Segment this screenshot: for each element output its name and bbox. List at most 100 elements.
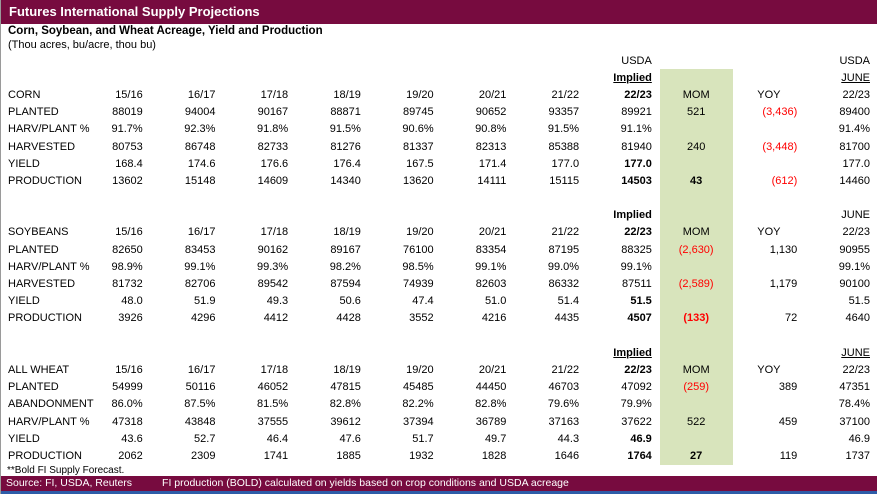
cell: 4216: [481, 312, 507, 325]
mom-cell: [659, 258, 733, 276]
year-header: 15/16: [115, 363, 143, 376]
row-label: ABANDONMENT: [8, 398, 94, 411]
table-row: ABANDONMENT 86.0% 87.5% 81.5% 82.8% 82.2…: [1, 395, 877, 413]
cell: 50.6: [339, 295, 361, 308]
cell: 83354: [475, 243, 507, 256]
section-name: ALL WHEAT: [8, 363, 70, 376]
cell: 86332: [548, 278, 580, 291]
implied-cell: 14503: [621, 174, 652, 187]
mom-cell: 27: [659, 447, 733, 465]
cell: 91.7%: [111, 123, 143, 136]
implied-label: Implied: [613, 209, 652, 222]
mom-cell: 43: [659, 172, 733, 190]
cell: 51.7: [412, 432, 434, 445]
year-header: 21/22: [551, 88, 580, 101]
yoy-header: YOY: [757, 363, 781, 376]
year-header: 17/18: [260, 363, 289, 376]
yoy-cell: 119: [779, 449, 798, 462]
june-year-header: 22/23: [842, 226, 870, 239]
cell: 4412: [263, 312, 289, 325]
mom-cell: 240: [659, 137, 733, 156]
mom-band-cell: [659, 69, 733, 87]
implied-cell: 177.0: [624, 157, 652, 170]
june-cell: 14460: [839, 174, 870, 187]
table-row: PLANTED 88019 94004 90167 88871 89745 90…: [1, 103, 877, 121]
cell: 3552: [409, 312, 434, 325]
year-header: 19/20: [406, 88, 434, 101]
cell: 82603: [475, 278, 507, 291]
cell: 90652: [475, 106, 507, 119]
source-note: FI production (BOLD) calculated on yield…: [162, 476, 569, 489]
cell: 4435: [554, 312, 580, 325]
june-cell: 90955: [839, 243, 870, 256]
years-header-row: SOYBEANS 15/16 16/17 17/18 18/19 19/20 2…: [1, 223, 877, 242]
cell: 13602: [112, 174, 143, 187]
year-header: 21/22: [551, 226, 580, 239]
implied-cell: 81940: [621, 140, 652, 153]
june-cell: 90100: [839, 278, 870, 291]
cell: 50116: [185, 381, 216, 394]
cell: 54999: [112, 381, 143, 394]
cell: 176.4: [333, 157, 361, 170]
cell: 37163: [548, 415, 580, 428]
table-row: HARVESTED 80753 86748 82733 81276 81337 …: [1, 137, 877, 156]
year-header: 17/18: [260, 226, 289, 239]
cell: 91.5%: [329, 123, 361, 136]
page-title: Futures International Supply Projections: [9, 4, 260, 19]
cell: 81.5%: [256, 398, 289, 411]
implied-cell: 87511: [622, 278, 652, 291]
cell: 82650: [112, 243, 143, 256]
cell: 90167: [257, 106, 289, 119]
yoy-cell: (612): [771, 174, 798, 187]
year-header: 16/17: [187, 226, 216, 239]
cell: 47318: [112, 415, 143, 428]
cell: 46.4: [266, 432, 289, 445]
cell: 1885: [336, 449, 361, 462]
cell: 92.3%: [184, 123, 216, 136]
wheat-rows: PLANTED 54999 50116 46052 47815 45485 44…: [1, 378, 877, 465]
yoy-cell: 1,130: [769, 243, 798, 256]
mom-cell: 522: [659, 412, 733, 431]
implied-cell: 99.1%: [620, 260, 652, 273]
mom-cell: (259): [659, 378, 733, 396]
implied-label: Implied: [613, 71, 652, 84]
yoy-cell: 389: [778, 381, 798, 394]
cell: 43848: [184, 415, 216, 428]
june-cell: 91.4%: [838, 123, 870, 136]
cell: 4296: [190, 312, 216, 325]
cell: 43.6: [121, 432, 143, 445]
cell: 44.3: [557, 432, 580, 445]
mom-cell: (2,630): [659, 241, 733, 259]
mom-cell: (2,589): [659, 275, 733, 293]
implied-header-row: Implied JUNE: [1, 206, 877, 224]
cell: 47815: [330, 381, 361, 394]
mom-header: MOM: [659, 361, 733, 379]
row-label: PLANTED: [8, 106, 59, 119]
table-row: HARV/PLANT % 98.9% 99.1% 99.3% 98.2% 98.…: [1, 258, 877, 276]
mom-cell: [659, 120, 733, 138]
mom-band-cell: [659, 344, 733, 362]
june-cell: 51.5: [848, 295, 870, 308]
cell: 90.8%: [475, 123, 507, 136]
year-header: 15/16: [115, 88, 143, 101]
cell: 94004: [184, 106, 216, 119]
cell: 1646: [554, 449, 580, 462]
implied-cell: 37622: [621, 415, 652, 428]
cell: 168.4: [115, 157, 143, 170]
june-cell: 89400: [839, 106, 870, 119]
table-row: PLANTED 54999 50116 46052 47815 45485 44…: [1, 378, 877, 396]
cell: 90162: [257, 243, 289, 256]
window-bottom-edge: [1, 491, 877, 494]
cell: 15148: [184, 174, 216, 187]
spacer-row: [1, 327, 877, 345]
cell: 81732: [112, 278, 143, 291]
section-all-wheat: Implied JUNE ALL WHEAT 15/16 16/17 17/18…: [1, 344, 877, 465]
june-cell: 47351: [839, 381, 870, 394]
cell: 80753: [112, 140, 143, 153]
june-cell: 81700: [839, 140, 870, 153]
row-label: YIELD: [8, 157, 40, 170]
cell: 88019: [112, 106, 143, 119]
row-label: HARV/PLANT %: [8, 415, 90, 428]
table-row: PRODUCTION 13602 15148 14609 14340 13620…: [1, 172, 877, 190]
section-name: CORN: [8, 88, 41, 101]
